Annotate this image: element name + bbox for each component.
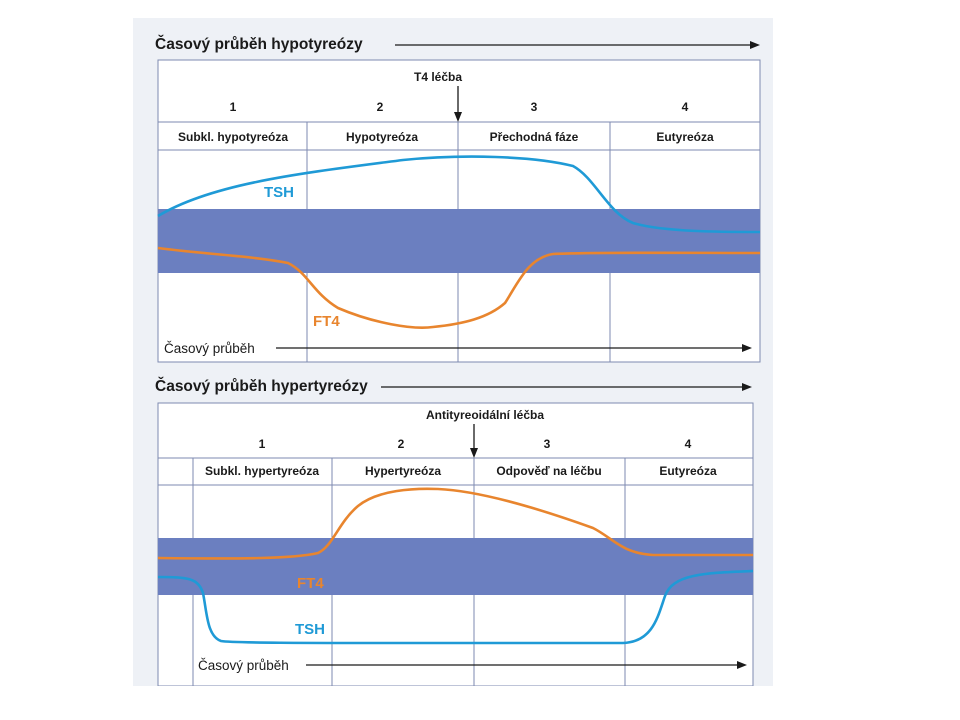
panel-1-treatment-label: T4 léčba (414, 70, 462, 84)
panel-1-time-arrow (276, 344, 752, 352)
panel-1-stage-4-label: Eutyreóza (656, 130, 714, 144)
panel-2-title: Časový průběh hypertyreózy (155, 377, 368, 395)
panel-2-treatment-arrow (470, 424, 478, 458)
panel-1-title: Časový průběh hypotyreózy (155, 35, 363, 53)
panel-hyperthyroidism: Časový průběh hypertyreózy Antityreoidál… (155, 377, 754, 686)
thyroid-diagram: Časový průběh hypotyreózy T4 léčba 1 2 3… (155, 35, 761, 686)
panel-2-time-arrow (306, 661, 747, 669)
panel-2-stage-1-number: 1 (259, 437, 266, 451)
panel-2-stage-4-number: 4 (685, 437, 692, 451)
panel-hypothyroidism: Časový průběh hypotyreózy T4 léčba 1 2 3… (155, 35, 761, 363)
panel-1-stage-1-number: 1 (230, 100, 237, 114)
panel-1-stage-2-number: 2 (377, 100, 384, 114)
panel-2-ft4-label: FT4 (297, 575, 324, 592)
panel-1-tsh-curve (157, 155, 761, 234)
panel-1-stage-3-number: 3 (531, 100, 538, 114)
panel-2-stage-4-label: Eutyreóza (659, 464, 717, 478)
panel-1-title-arrow (395, 41, 760, 49)
panel-2-title-arrow (381, 383, 752, 391)
panel-1-treatment-arrow (454, 86, 462, 122)
panel-2-stage-3-number: 3 (544, 437, 551, 451)
panel-1-ft4-label: FT4 (313, 313, 340, 330)
panel-2-tsh-label: TSH (295, 621, 325, 638)
panel-2-reference-band (158, 538, 753, 595)
panel-2-stage-3-label: Odpověď na léčbu (496, 464, 601, 478)
panel-1-stage-1-label: Subkl. hypotyreóza (178, 130, 288, 144)
panel-2-treatment-label: Antityreoidální léčba (426, 408, 544, 422)
panel-2-stage-2-label: Hypertyreóza (365, 464, 441, 478)
panel-1-reference-band (158, 209, 760, 273)
panel-2-tsh-curve (157, 569, 754, 645)
panel-1-tsh-label: TSH (264, 184, 294, 201)
panel-1-ft4-curve (157, 246, 761, 329)
panel-2-ft4-curve (157, 487, 753, 560)
panel-1-time-label: Časový průběh (164, 341, 255, 356)
panel-1-stage-3-label: Přechodná fáze (490, 130, 579, 144)
slide: Časový průběh hypotyreózy T4 léčba 1 2 3… (133, 18, 773, 686)
panel-1-stage-4-number: 4 (682, 100, 689, 114)
panel-2-time-label: Časový průběh (198, 658, 289, 673)
panel-2-stage-2-number: 2 (398, 437, 405, 451)
panel-2-stage-1-label: Subkl. hypertyreóza (205, 464, 319, 478)
panel-1-stage-2-label: Hypotyreóza (346, 130, 418, 144)
